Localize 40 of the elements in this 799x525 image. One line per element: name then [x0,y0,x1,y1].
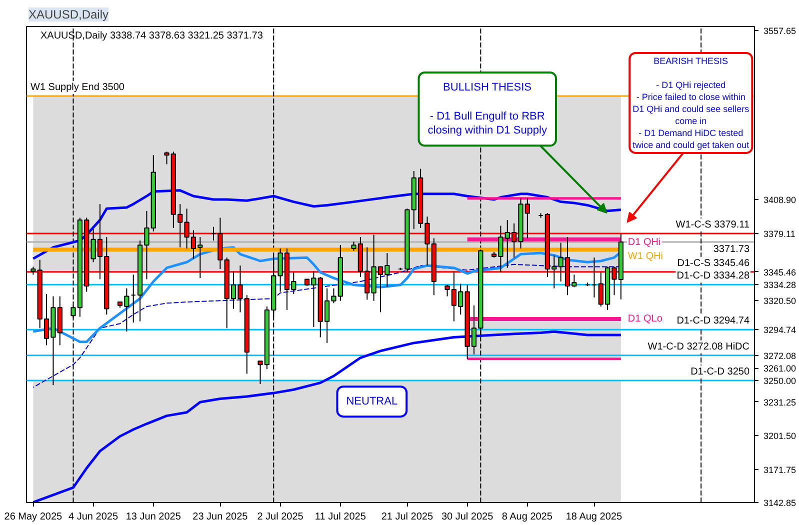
ref-line-label: 3371.73 [713,244,750,255]
x-tick-label: 30 Jul 2025 [441,512,494,522]
x-tick-label: 23 Jun 2025 [192,512,248,522]
ref-line-label: W1-C-S 3379.11 [676,220,750,231]
x-tick-label: 11 Jul 2025 [314,512,366,522]
x-tick-label: 13 Jun 2025 [126,512,182,522]
chart-subtitle: XAUUSD,Daily 3338.74 3378.63 3321.25 3371.73 [40,30,264,42]
ref-line-label: W1 Supply End 3500 [30,82,125,93]
y-tick-label: 3345.46 [764,267,796,278]
x-tick-label: 18 Aug 2025 [566,512,622,522]
y-tick-label: 3201.50 [764,431,796,442]
x-tick-label: 26 May 2025 [4,512,63,522]
series-label: D1 QHi [628,236,661,248]
ref-line-label: D1-C-D 3250 [690,366,750,378]
text: BULLISH THESIS - D1 Bull Engulf to RBR closing within D1 Supply [428,81,547,137]
y-tick-label: 3334.28 [764,280,796,290]
y-tick-label: 3142.85 [764,498,796,508]
x-tick-label: 8 Aug 2025 [502,512,553,522]
x-tick-label: 2 Jul 2025 [257,512,304,522]
ref-line-label: D1-C-S 3345.46 [677,258,750,269]
y-tick-label: 3320.50 [764,296,796,306]
y-tick-label: 3250.00 [764,376,796,386]
y-tick-label: 3557.65 [764,26,796,36]
x-tick-label: 4 Jun 2025 [68,512,118,522]
annotation: NEUTRAL [346,396,398,408]
chart-title: XAUUSD,Daily [28,8,109,22]
ref-line-label: D1-C-D 3294.74 [676,316,750,327]
text: BEARISH THESIS - D1 QHi rejected - Price failed to close within D1 QHi and could see sellers come in - D1 Demand HiDC tested twice and could get taken out [632,56,750,150]
ref-line-label: D1-C-D 3334.28 [676,270,750,282]
x-tick-label: 21 Jul 2025 [381,512,434,522]
y-tick-label: 3408.90 [764,195,796,206]
y-tick-label: 3379.11 [764,229,796,240]
series-label: W1 QHi [628,251,663,262]
ref-line-label: W1-C-D 3272.08 HiDC [648,341,750,352]
y-tick-label: 3231.25 [764,397,796,408]
y-tick-label: 3171.75 [764,465,796,476]
y-tick-label: 3272.08 [764,350,796,361]
series-label: D1 QLo [628,314,663,325]
y-tick-label: 3261.00 [764,364,796,374]
y-tick-label: 3294.74 [764,325,796,336]
